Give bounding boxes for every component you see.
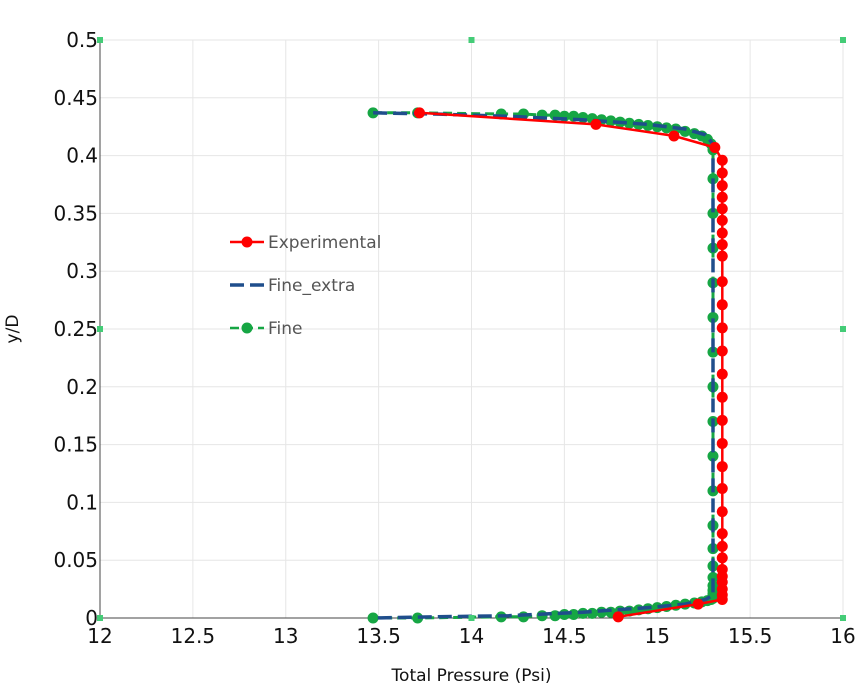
x-axis-label: Total Pressure (Psi)	[391, 666, 552, 686]
x-tick-label: 15	[645, 624, 670, 648]
legend: Experimental Fine_extra Fine	[230, 233, 381, 339]
x-tick-label: 15.5	[728, 624, 773, 648]
tick-labels: 12 12.5 13 13.5 14 14.5 15 15.5 16 0 0.05 0.1 0.15 0.…	[53, 28, 855, 648]
fine-data-point	[707, 450, 719, 462]
experimental-data-point	[716, 437, 728, 449]
x-tick-label: 13.5	[356, 624, 401, 648]
fine-data-point	[412, 612, 424, 624]
resize-handle[interactable]	[840, 37, 846, 43]
experimental-data-point	[668, 130, 680, 142]
experimental-data-point	[612, 611, 624, 623]
y-tick-label: 0.4	[66, 144, 98, 168]
experimental-data-point	[716, 250, 728, 262]
fine-data-point	[707, 207, 719, 219]
y-tick-label: 0.1	[66, 490, 98, 514]
experimental-data-point	[716, 322, 728, 334]
experimental-data-point	[716, 552, 728, 564]
legend-label-fine-extra: Fine_extra	[268, 276, 355, 296]
experimental-data-point	[716, 154, 728, 166]
resize-handle[interactable]	[97, 37, 103, 43]
experimental-data-point	[716, 167, 728, 179]
y-axis-label: y/D	[3, 315, 23, 344]
y-tick-label: 0.45	[53, 86, 98, 110]
legend-label-fine: Fine	[268, 319, 303, 339]
experimental-data-point	[716, 540, 728, 552]
resize-handle[interactable]	[97, 615, 103, 621]
experimental-data-point	[716, 180, 728, 192]
experimental-data-point	[413, 107, 425, 119]
y-tick-label: 0.25	[53, 317, 98, 341]
x-tick-label: 14.5	[542, 624, 587, 648]
legend-fine-swatch-marker	[241, 322, 253, 334]
experimental-data-point	[716, 276, 728, 288]
resize-handle[interactable]	[468, 615, 475, 621]
experimental-data-point	[716, 483, 728, 495]
resize-handle[interactable]	[468, 37, 475, 43]
fine-series-line	[373, 111, 715, 620]
legend-label-experimental: Experimental	[268, 233, 381, 253]
resize-handle[interactable]	[97, 326, 103, 332]
resize-handle[interactable]	[840, 615, 846, 621]
experimental-data-point	[716, 368, 728, 380]
experimental-data-point	[716, 528, 728, 540]
legend-experimental-swatch-marker	[241, 236, 253, 248]
experimental-data-point	[716, 214, 728, 226]
experimental-data-point	[716, 461, 728, 473]
corner-handles[interactable]	[97, 37, 846, 621]
fine-data-point	[367, 107, 379, 119]
data-series	[367, 107, 728, 624]
fine-data-point	[623, 117, 635, 129]
y-tick-label: 0.3	[66, 259, 98, 283]
resize-handle[interactable]	[840, 326, 846, 332]
fine-data-point	[367, 612, 379, 624]
y-tick-label: 0.15	[53, 433, 98, 457]
experimental-data-point	[716, 299, 728, 311]
experimental-series-line	[419, 111, 724, 619]
x-tick-label: 13	[273, 624, 298, 648]
fine-data-point	[707, 572, 719, 584]
experimental-data-point	[590, 118, 602, 130]
experimental-data-point	[716, 345, 728, 357]
x-tick-label: 16	[830, 624, 855, 648]
experimental-data-point	[692, 598, 704, 610]
y-tick-label: 0.35	[53, 201, 98, 225]
experimental-data-point	[716, 414, 728, 426]
grid-lines	[100, 39, 844, 618]
experimental-data-point	[709, 142, 721, 154]
y-tick-label: 0.5	[66, 28, 98, 52]
experimental-data-point	[716, 391, 728, 403]
y-tick-label: 0.2	[66, 375, 98, 399]
x-tick-label: 14	[459, 624, 484, 648]
experimental-data-point	[716, 594, 728, 606]
experimental-data-point	[716, 227, 728, 239]
experimental-data-point	[716, 506, 728, 518]
experimental-data-point	[716, 203, 728, 215]
y-tick-label: 0	[85, 606, 98, 630]
experimental-data-point	[716, 191, 728, 203]
fine-data-point	[707, 311, 719, 323]
y-tick-label: 0.05	[53, 548, 98, 572]
x-tick-label: 12	[87, 624, 112, 648]
x-tick-label: 12.5	[171, 624, 216, 648]
fine-extra-series-line	[373, 111, 715, 620]
experimental-data-point	[716, 239, 728, 251]
